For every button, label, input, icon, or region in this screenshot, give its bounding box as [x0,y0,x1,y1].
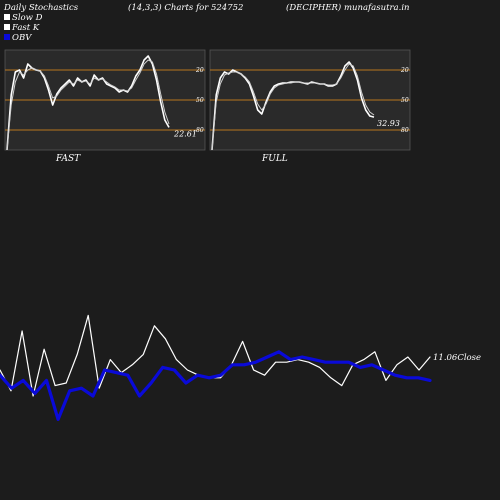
fast-last-value: 22.61 [173,129,197,138]
close-last-value: 11.06Close [433,353,481,363]
fast-series-slow-d [6,59,170,151]
fast-tick-50: 50 [196,97,204,104]
fast-tick-80: 80 [196,127,204,134]
full-panel-label: FULL [262,154,288,164]
legend-obv: OBV [4,33,31,43]
chart-title: Daily Stochastics [4,3,79,13]
legend-obv-label: OBV [12,33,32,43]
full-tick-20: 20 [400,67,409,74]
legend-swatch-fast-k [4,24,10,30]
chart-symbol: (DECIPHER) munafasutra.in [286,3,410,13]
series-close [0,314,431,397]
series-obv [0,350,432,421]
full-series-slow-d [211,63,375,151]
legend-swatch-obv [4,34,10,40]
chart-params: (14,3,3) Charts for 524752 [128,3,244,13]
full-last-value: 32.93 [377,119,400,128]
legend-fast-k: Fast K [4,23,39,33]
full-tick-50: 50 [401,97,409,104]
legend-fast-k-label: Fast K [12,23,40,33]
legend-slow-d-label: Slow D [12,13,43,23]
fast-panel-label: FAST [56,154,81,164]
legend-swatch-slow-d [4,14,10,20]
full-tick-80: 80 [401,127,409,134]
legend-slow-d: Slow D [4,13,42,23]
fast-tick-20: 20 [195,67,204,74]
